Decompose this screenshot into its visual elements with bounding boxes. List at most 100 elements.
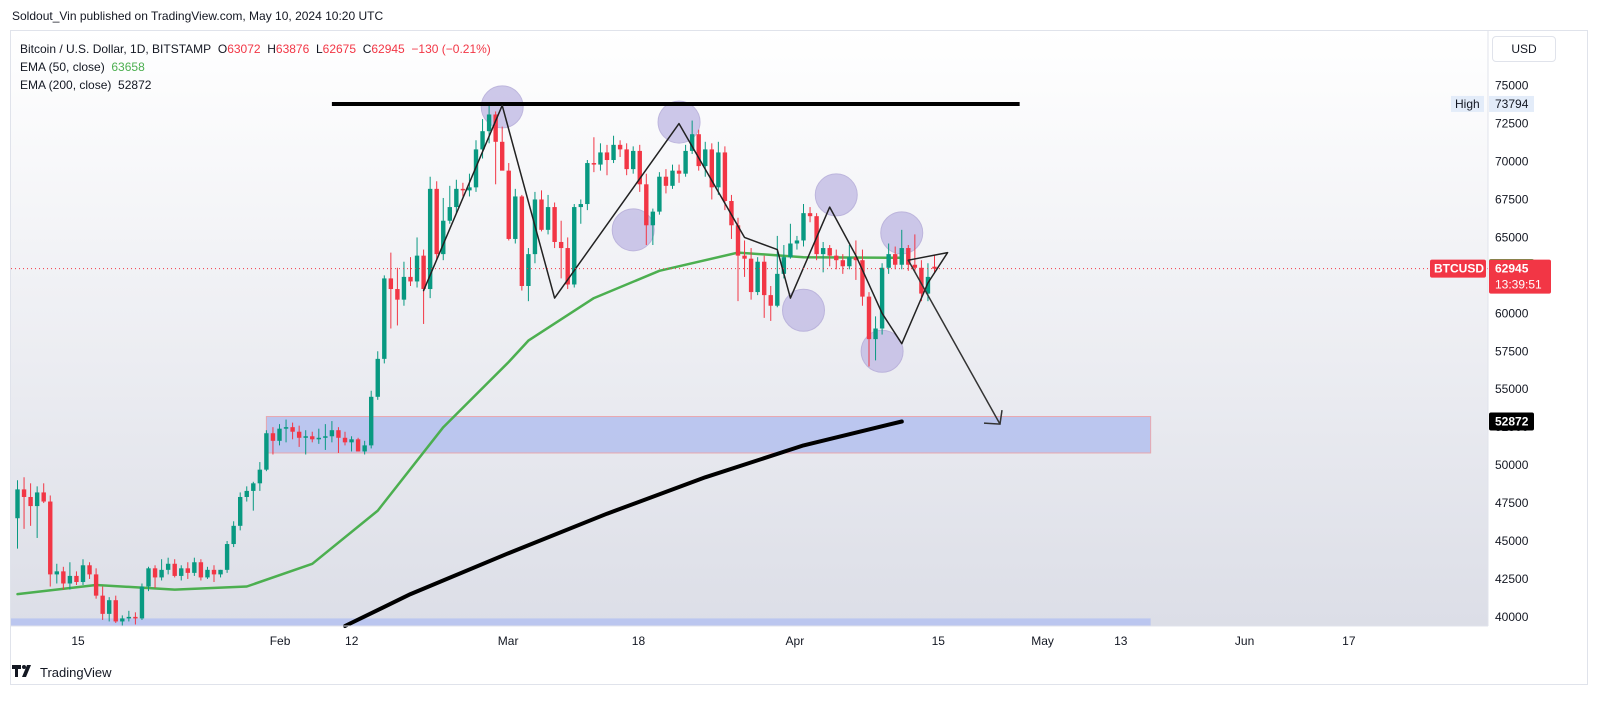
candle-body: [310, 436, 315, 440]
candle-body: [840, 260, 845, 267]
publisher-header: Soldout_Vin published on TradingView.com…: [12, 9, 384, 23]
candle-body: [578, 204, 583, 208]
y-tick-label: 40000: [1495, 610, 1529, 624]
candle-body: [139, 586, 145, 619]
x-tick-label: 12: [345, 634, 359, 648]
candle-body: [67, 575, 73, 584]
ema200-price-bg: [1489, 412, 1534, 431]
candle-body: [54, 571, 59, 575]
candle-body: [676, 170, 682, 174]
y-tick-label: 47500: [1495, 496, 1529, 510]
open-value: 63072: [227, 42, 261, 56]
candle-body: [401, 276, 407, 300]
ema50-value: 63658: [111, 60, 145, 74]
candle-body: [93, 574, 99, 596]
candle-body: [270, 433, 276, 441]
x-tick-label: 17: [1342, 634, 1356, 648]
candle-body: [146, 568, 151, 587]
candle-body: [899, 248, 904, 265]
candle-body: [454, 188, 459, 208]
candle-body: [794, 240, 800, 244]
candle-body: [558, 241, 564, 249]
candle-body: [820, 248, 826, 255]
ema200-label[interactable]: EMA (200, close): [20, 78, 112, 92]
candle-body: [748, 258, 754, 293]
candle-body: [853, 257, 859, 261]
candle-body: [238, 496, 243, 526]
x-tick-label: May: [1031, 634, 1054, 648]
candle-body: [185, 568, 190, 573]
candle-body: [762, 261, 767, 296]
ema200-line: [343, 419, 904, 628]
x-tick-label: Apr: [786, 634, 805, 648]
candle-body: [781, 257, 787, 274]
candle-body: [152, 568, 158, 578]
candle-body: [591, 163, 597, 165]
candle-body: [296, 431, 302, 438]
candle-body: [61, 571, 66, 584]
currency-button[interactable]: USD: [1492, 36, 1556, 62]
candle-body: [159, 569, 164, 578]
candle-body: [336, 430, 341, 438]
highlight-circle: [782, 288, 825, 332]
plot-background: [11, 31, 1488, 626]
symbol-title[interactable]: Bitcoin / U.S. Dollar, 1D, BITSTAMP: [20, 42, 212, 56]
x-tick-label: 15: [932, 634, 946, 648]
candle-body: [427, 188, 433, 290]
x-tick-label: 15: [71, 634, 85, 648]
candle-body: [670, 170, 675, 186]
candle-body: [382, 278, 387, 359]
y-tick-label: 72500: [1495, 117, 1529, 131]
y-tick-label: 75000: [1495, 79, 1529, 93]
symbol-tag: BTCUSD: [1434, 262, 1484, 276]
candle-body: [572, 207, 577, 285]
candle-body: [316, 437, 321, 440]
symbol-tag-bg: [1430, 259, 1486, 278]
projection-arrow-line: [907, 259, 1001, 425]
candle-body: [519, 196, 525, 286]
candle-body: [80, 565, 86, 582]
change-value: −130 (−0.21%): [411, 42, 491, 56]
close-value: 62945: [371, 42, 405, 56]
candle-body: [198, 562, 204, 578]
chart-legend: Bitcoin / U.S. Dollar, 1D, BITSTAMP O630…: [20, 40, 491, 94]
candle-body: [893, 254, 898, 265]
tradingview-logo-icon[interactable]: [12, 665, 34, 680]
low-value: 62675: [322, 42, 357, 56]
low-label: L: [315, 42, 323, 56]
candle-body: [113, 600, 118, 622]
candle-body: [611, 144, 616, 161]
candle-body: [709, 149, 714, 188]
candle-body: [847, 257, 852, 267]
candle-body: [441, 220, 446, 255]
candle-body: [755, 261, 760, 293]
candle-body: [21, 489, 27, 497]
candle-body: [375, 358, 380, 397]
candle-body: [120, 618, 125, 622]
candle-body: [323, 436, 328, 438]
current-price-label: 62945: [1495, 262, 1529, 276]
candle-body: [585, 163, 590, 205]
candle-body: [107, 600, 112, 614]
candle-body: [290, 427, 295, 432]
candle-body: [48, 501, 53, 575]
y-tick-label: 67500: [1495, 192, 1529, 206]
candle-body: [775, 273, 780, 306]
footer-brand[interactable]: TradingView: [40, 665, 112, 680]
candle-body: [133, 616, 138, 619]
candle-body: [395, 289, 400, 300]
candle-body: [873, 328, 878, 340]
candle-body: [807, 213, 813, 217]
ema50-label[interactable]: EMA (50, close): [20, 60, 105, 74]
candle-body: [172, 563, 177, 576]
y-tick-label: 60000: [1495, 306, 1529, 320]
candle-body: [663, 176, 669, 186]
candle-body: [722, 152, 728, 201]
y-tick-label: 55000: [1495, 382, 1529, 396]
projection-arrowhead: [983, 410, 1003, 425]
candle-body: [303, 436, 308, 438]
candle-body: [886, 254, 891, 268]
high-value: 63876: [275, 42, 310, 56]
candle-body: [526, 254, 531, 286]
